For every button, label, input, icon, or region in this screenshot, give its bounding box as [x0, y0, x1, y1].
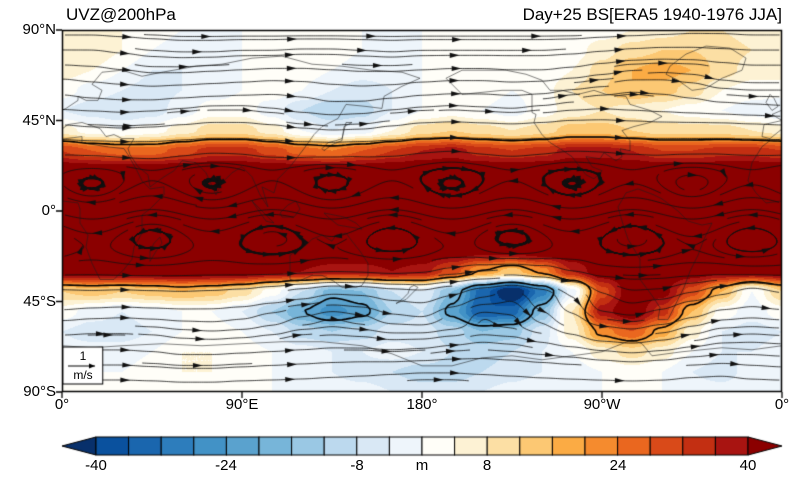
x-axis-label-0w: 0°: [774, 396, 790, 413]
x-axis-label-90e: 90°E: [225, 396, 259, 413]
colorbar-units-label: m: [415, 457, 429, 474]
plot-variable-title: UVZ@200hPa: [66, 5, 176, 24]
colorbar-tick-m40: -40: [85, 457, 107, 474]
reference-vector-value: 1: [79, 349, 87, 363]
reference-vector-unit: m/s: [73, 368, 93, 382]
y-axis-label-45s: 45°S: [23, 293, 56, 310]
y-axis-label-90n: 90°N: [22, 21, 56, 38]
colorbar-tick-p8: 8: [482, 457, 492, 474]
y-axis-label-45n: 45°N: [22, 112, 56, 129]
x-axis-label-180: 180°: [406, 396, 438, 413]
colorbar-tick-p40: 40: [739, 457, 757, 474]
colorbar-tick-p24: 24: [609, 457, 627, 474]
plot-experiment-title: Day+25 BS[ERA5 1940-1976 JJA]: [522, 5, 782, 24]
colorbar-tick-m24: -24: [215, 457, 237, 474]
colorbar-tick-m8: -8: [350, 457, 364, 474]
x-axis-label-0e: 0°: [54, 396, 70, 413]
y-axis-label-90s: 90°S: [23, 383, 56, 400]
x-axis-label-90w: 90°W: [583, 396, 621, 413]
y-axis-label-0: 0°: [41, 202, 56, 219]
